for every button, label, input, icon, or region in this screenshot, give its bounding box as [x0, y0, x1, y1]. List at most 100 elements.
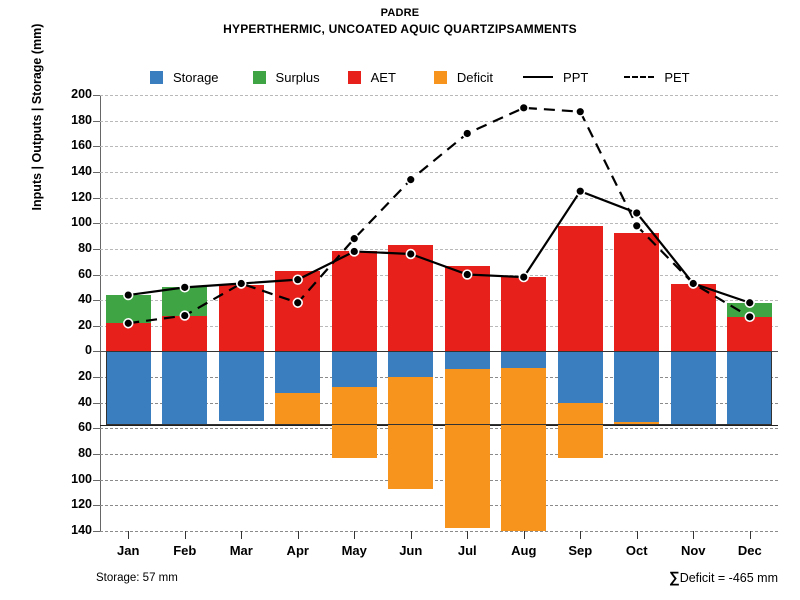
bar-storage-nov	[670, 351, 716, 425]
pet-point	[123, 318, 134, 329]
x-tick	[749, 531, 751, 539]
x-tick-label-jun: Jun	[399, 543, 423, 558]
x-tick-label-aug: Aug	[511, 543, 537, 558]
deficit-footnote: ∑Deficit = -465 mm	[669, 569, 778, 586]
y-tick	[93, 377, 100, 379]
y-tick-label: 120	[71, 497, 92, 512]
bar-aet-sep	[557, 225, 603, 352]
x-tick-label-jul: Jul	[457, 543, 477, 558]
y-tick	[93, 505, 100, 507]
y-axis-line	[99, 95, 101, 531]
solid-line-icon	[523, 76, 554, 78]
bar-storage-jun	[388, 351, 434, 378]
bar-aet-may	[331, 251, 377, 352]
ppt-point	[405, 248, 416, 260]
bar-storage-jan	[105, 351, 151, 425]
x-tick	[523, 531, 525, 539]
gridline	[100, 325, 778, 327]
y-tick	[93, 325, 100, 327]
gridline	[100, 171, 778, 173]
x-tick-label-jan: Jan	[117, 543, 140, 558]
chart-title-block: PADRE HYPERTHERMIC, UNCOATED AQUIC QUART…	[0, 6, 800, 37]
ppt-point	[236, 278, 247, 289]
y-tick-label: 80	[78, 446, 92, 461]
bar-storage-jul	[444, 351, 490, 370]
ppt-point	[349, 246, 360, 257]
x-tick-label-mar: Mar	[229, 543, 253, 558]
y-tick	[93, 454, 100, 456]
y-tick	[93, 531, 100, 532]
pet-point	[179, 310, 190, 321]
legend-label: Deficit	[456, 69, 494, 85]
bar-storage-sep	[557, 351, 603, 403]
gridline	[100, 197, 778, 199]
ppt-point	[518, 271, 529, 283]
deficit-footnote-text: Deficit = -465 mm	[679, 571, 778, 585]
pet-point	[462, 128, 473, 139]
bar-aet-feb	[162, 315, 208, 352]
y-tick	[93, 402, 100, 404]
gridline	[100, 248, 778, 250]
bar-aet-jul	[444, 265, 490, 352]
pet-point	[349, 233, 360, 244]
gridline	[100, 479, 778, 481]
ppt-point	[292, 274, 303, 285]
bar-storage-aug	[501, 351, 547, 369]
x-tick	[184, 531, 186, 539]
y-axis-label: Inputs | Outputs | Storage (mm)	[30, 23, 44, 211]
ppt-point	[462, 269, 473, 280]
y-tick	[93, 95, 100, 96]
ppt-point	[123, 289, 134, 301]
y-tick	[93, 197, 100, 199]
y-tick	[93, 223, 100, 225]
sigma-symbol: ∑	[669, 569, 680, 586]
legend-item-deficit[interactable]: Deficit	[433, 69, 494, 85]
x-tick	[580, 531, 582, 539]
ppt-point	[688, 278, 699, 289]
y-tick	[93, 351, 100, 353]
y-tick	[93, 479, 100, 481]
bar-storage-may	[331, 351, 377, 388]
gridline	[100, 505, 778, 507]
gridline	[100, 120, 778, 122]
bar-deficit-aug	[501, 368, 547, 531]
x-tick	[297, 531, 299, 539]
dashed-line-icon	[624, 76, 655, 78]
x-tick	[128, 531, 130, 539]
bar-aet-mar	[218, 284, 264, 352]
bar-deficit-sep	[557, 402, 603, 458]
bar-storage-mar	[218, 351, 264, 421]
ppt-point	[631, 207, 642, 219]
pet-point	[744, 311, 755, 323]
pet-point	[575, 106, 586, 117]
y-tick-label: 80	[78, 240, 92, 255]
gridline	[100, 223, 778, 225]
pet-point	[631, 220, 642, 232]
legend-label: PPT	[563, 69, 589, 85]
legend-item-storage[interactable]: Storage	[150, 70, 219, 85]
x-tick-label-apr: Apr	[286, 543, 309, 558]
y-tick-label: 100	[71, 215, 92, 230]
legend-item-pet[interactable]: PET	[624, 69, 690, 85]
pet-point	[292, 297, 303, 308]
legend-item-aet[interactable]: AET	[347, 69, 396, 85]
legend-item-surplus[interactable]: Surplus	[252, 70, 320, 85]
gridline	[100, 531, 778, 532]
x-tick	[354, 531, 356, 539]
legend-label: PET	[664, 69, 690, 85]
bar-deficit-apr	[275, 392, 321, 425]
legend-label: AET	[370, 69, 396, 85]
y-tick-label: 200	[71, 87, 92, 101]
gridline	[100, 146, 778, 148]
x-tick	[410, 531, 412, 539]
gridline	[100, 95, 778, 96]
legend-label: Storage	[173, 69, 219, 85]
bar-surplus-dec	[727, 302, 773, 317]
legend-item-ppt[interactable]: PPT	[523, 70, 588, 85]
bar-storage-oct	[614, 351, 660, 422]
y-tick-label: 40	[78, 292, 92, 307]
gridline	[100, 274, 778, 276]
gridline	[100, 428, 778, 430]
x-tick-label-dec: Dec	[737, 543, 762, 558]
x-tick-label-nov: Nov	[680, 543, 706, 558]
